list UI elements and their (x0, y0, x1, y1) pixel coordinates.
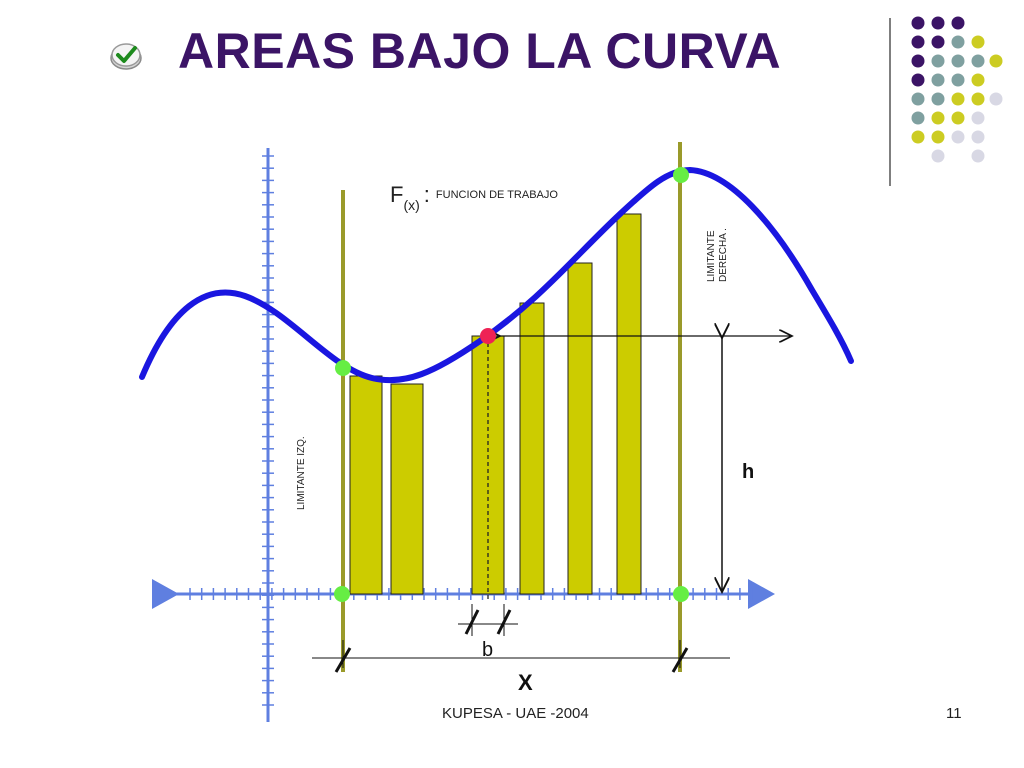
right-limit-label: LIMITANTE DERECHA . (706, 228, 729, 282)
rectangle-4 (519, 302, 545, 595)
right-axis-point (673, 586, 689, 602)
rectangle-6 (616, 213, 642, 595)
y-axis (262, 148, 274, 722)
sample-point (480, 328, 496, 344)
check-icon (110, 43, 142, 70)
left-axis-point (334, 586, 350, 602)
rectangle-5 (567, 262, 593, 595)
left-curve-point (335, 360, 351, 376)
left-limit-label: LIMITANTE IZQ. (296, 436, 307, 510)
interval-dimension (312, 640, 730, 673)
right-curve-point (673, 167, 689, 183)
height-label: h (742, 461, 754, 483)
footer-text: KUPESA - UAE -2004 (442, 705, 589, 722)
function-label: F(x): FUNCION DE TRABAJO (390, 182, 558, 213)
page-title: AREAS BAJO LA CURVA (178, 23, 782, 79)
page-number: 11 (946, 705, 962, 722)
rectangle-2 (390, 383, 424, 595)
decorative-dots (911, 16, 1003, 163)
base-dimension (458, 604, 518, 636)
rectangle-1 (349, 375, 383, 595)
interval-label: X (518, 670, 533, 695)
base-label: b (482, 639, 493, 661)
rectangles (349, 213, 642, 595)
function-curve (139, 166, 854, 384)
